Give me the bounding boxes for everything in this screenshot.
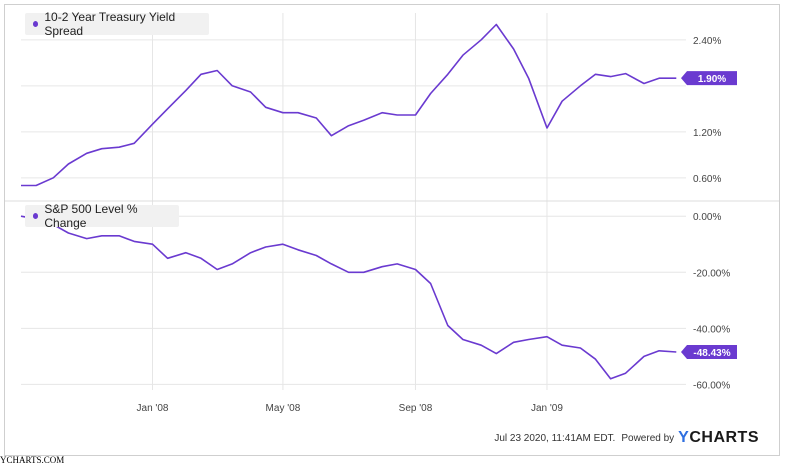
watermark-text: YCHARTS.COM [0,455,65,465]
y-tick-label: 0.00% [693,212,721,223]
last-value-label: -48.43% [693,348,730,359]
legend-marker-icon [33,213,39,219]
legend-yield-spread-label: 10-2 Year Treasury Yield Spread [44,10,176,38]
footer-powered-by: Powered by [621,432,675,444]
ycharts-logo-y-icon: Y [678,429,690,446]
chart-frame: Jan '08 May '08 Sep '08 Jan '09 0.60% 1.20% 2.… [4,4,780,456]
y-tick-label: 2.40% [693,36,721,47]
y-tick-label: -40.00% [693,324,730,335]
legend-sp500-change[interactable]: S&P 500 Level % Change [25,202,179,230]
legend-yield-spread[interactable]: 10-2 Year Treasury Yield Spread [25,10,209,38]
last-value-label: 1.90% [698,74,726,85]
last-value-badge [681,344,737,359]
footer-timestamp: Jul 23 2020, 11:41AM EDT. [494,432,616,444]
legend-sp500-change-label: S&P 500 Level % Change [44,202,138,230]
yield-spread-line [21,23,677,187]
x-tick-label: Jan '09 [531,403,563,414]
y-tick-label: 1.20% [693,128,721,139]
x-tick-label: Sep '08 [399,403,433,414]
y-tick-label: -60.00% [693,380,730,391]
ycharts-logo[interactable]: YCHARTS [678,429,759,447]
sp500-change-line [20,215,677,380]
y-tick-label: 0.60% [693,174,721,185]
x-tick-label: May '08 [266,403,301,414]
last-value-badge [681,71,737,86]
chart-svg: Jan '08 May '08 Sep '08 Jan '09 0.60% 1.20% 2.… [5,13,779,414]
ycharts-logo-text: CHARTS [689,429,759,446]
y-tick-label: -20.00% [693,268,730,279]
legend-marker-icon [33,21,39,27]
x-tick-label: Jan '08 [137,403,169,414]
chart-footer: Jul 23 2020, 11:41AM EDT. Powered by YCH… [494,429,759,447]
